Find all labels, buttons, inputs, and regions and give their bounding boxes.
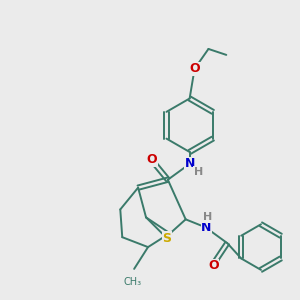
Text: CH₃: CH₃	[123, 277, 141, 287]
Text: O: O	[147, 153, 157, 167]
Text: O: O	[189, 62, 200, 75]
Text: H: H	[203, 212, 212, 222]
Text: N: N	[184, 158, 195, 170]
Text: S: S	[162, 232, 171, 245]
Text: O: O	[208, 260, 219, 272]
Text: N: N	[201, 221, 212, 234]
Text: H: H	[194, 167, 203, 177]
